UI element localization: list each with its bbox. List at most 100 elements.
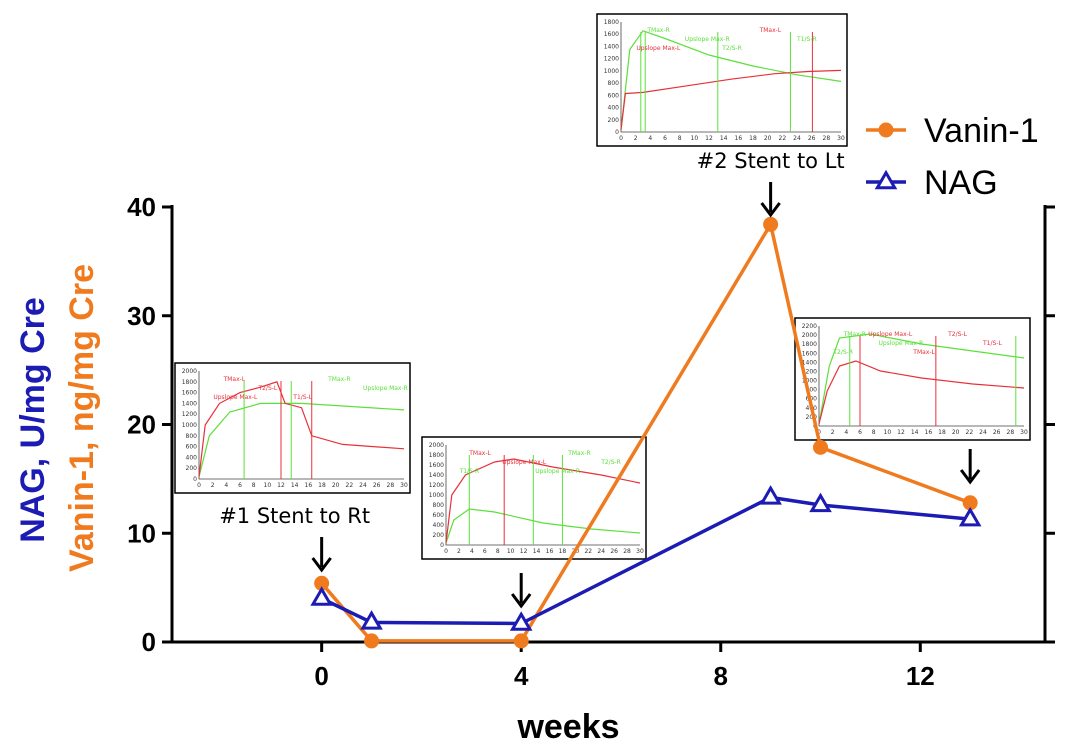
inset-marker-label: TMax-R xyxy=(646,27,669,34)
inset-y-tick: 400 xyxy=(433,522,445,529)
inset-x-tick: 12 xyxy=(520,548,528,555)
inset-x-tick: 30 xyxy=(636,548,644,555)
data-point xyxy=(310,586,333,606)
inset-y-tick: 1600 xyxy=(429,462,444,469)
inset-x-tick: 4 xyxy=(648,135,652,142)
inset-y-tick: 1600 xyxy=(182,390,197,397)
inset-x-tick: 8 xyxy=(496,548,500,555)
inset-y-tick: 2000 xyxy=(182,368,197,375)
inset-marker-label: T1/S-R xyxy=(459,468,480,475)
inset-x-tick: 10 xyxy=(884,429,892,436)
legend-item-1: Vanin-1 xyxy=(866,112,1039,150)
inset-x-tick: 2 xyxy=(831,429,835,436)
inset-x-tick: 8 xyxy=(678,135,682,142)
inset-x-tick: 12 xyxy=(277,482,285,489)
inset-x-tick: 24 xyxy=(793,135,801,142)
inset-marker-label: T1/S-R xyxy=(796,36,817,43)
inset-y-tick: 1600 xyxy=(604,31,619,38)
legend-marker xyxy=(874,169,898,190)
inset-x-tick: 18 xyxy=(749,135,757,142)
inset-x-tick: 26 xyxy=(610,548,618,555)
inset-x-tick: 28 xyxy=(823,135,831,142)
inset-x-tick: 16 xyxy=(305,482,313,489)
inset-x-tick: 18 xyxy=(318,482,326,489)
inset-x-tick: 30 xyxy=(837,135,845,142)
inset-4: 0200400600800100012001400160018002000220… xyxy=(794,317,1031,441)
inset-y-tick: 800 xyxy=(608,80,620,87)
annotation-2 xyxy=(511,573,532,609)
inset-x-tick: 6 xyxy=(663,135,667,142)
legend-label: Vanin-1 xyxy=(924,112,1039,150)
data-point xyxy=(314,575,330,591)
inset-x-tick: 24 xyxy=(597,548,605,555)
inset-x-tick: 30 xyxy=(400,482,408,489)
inset-marker-label: Upslope Max-R xyxy=(685,36,730,43)
inset-x-tick: 14 xyxy=(911,429,919,436)
annotation-4 xyxy=(959,449,981,485)
inset-x-tick: 30 xyxy=(1020,429,1028,436)
inset-y-tick: 1000 xyxy=(429,492,444,499)
inset-curve-green xyxy=(818,333,1025,425)
inset-x-tick: 26 xyxy=(373,482,381,489)
inset-frame xyxy=(421,436,647,560)
inset-marker-label: TMax-L xyxy=(468,450,491,457)
y-tick-label: 40 xyxy=(127,192,156,222)
inset-axes xyxy=(445,445,640,546)
series-line xyxy=(320,222,971,643)
inset-x-tick: 10 xyxy=(507,548,515,555)
inset-marker-label: TMax-L xyxy=(223,376,246,383)
inset-y-tick: 1200 xyxy=(429,482,444,489)
arrow-head xyxy=(311,557,332,573)
inset-marker-label: Upslope Max-L xyxy=(213,394,258,401)
arrow-head xyxy=(511,593,532,609)
inset-x-tick: 16 xyxy=(546,548,554,555)
inset-y-tick: 1400 xyxy=(802,359,817,366)
inset-x-tick: 20 xyxy=(332,482,340,489)
inset-y-tick: 1800 xyxy=(802,341,817,348)
inset-marker-label: T2/S-R xyxy=(721,45,742,52)
inset-marker-label: Upslope Max-L xyxy=(502,459,547,466)
inset-marker-label: Upslope Max-L xyxy=(868,331,913,338)
series-line xyxy=(320,495,971,626)
x-axis-title: weeks xyxy=(516,708,619,746)
inset-x-tick: 2 xyxy=(634,135,638,142)
inset-marker-label: Upslope Max-R xyxy=(535,468,580,475)
data-point xyxy=(513,633,529,649)
inset-y-tick: 800 xyxy=(806,387,818,394)
inset-y-tick: 1800 xyxy=(182,379,197,386)
inset-x-tick: 16 xyxy=(925,429,933,436)
inset-y-tick: 400 xyxy=(186,454,198,461)
inset-frame xyxy=(794,317,1031,441)
data-point xyxy=(509,611,533,631)
inset-x-tick: 0 xyxy=(817,429,821,436)
data-point xyxy=(364,633,380,649)
inset-x-tick: 18 xyxy=(938,429,946,436)
x-tick-label: 4 xyxy=(514,661,529,691)
inset-x-tick: 6 xyxy=(483,548,487,555)
data-point xyxy=(763,216,779,232)
inset-x-tick: 16 xyxy=(735,135,743,142)
inset-x-tick: 28 xyxy=(387,482,395,489)
inset-curve-red xyxy=(198,381,405,477)
inset-curve-red xyxy=(818,360,1025,425)
inset-y-tick: 800 xyxy=(433,502,445,509)
inset-y-tick: 1200 xyxy=(182,411,197,418)
inset-x-tick: 20 xyxy=(764,135,772,142)
inset-y-tick: 1400 xyxy=(429,472,444,479)
inset-y-tick: 1000 xyxy=(604,68,619,75)
inset-curve-green xyxy=(620,30,842,130)
inset-marker-label: T1/S-L xyxy=(292,394,312,401)
inset-y-tick: 600 xyxy=(433,512,445,519)
data-point xyxy=(958,506,982,527)
inset-x-tick: 4 xyxy=(224,482,228,489)
arrow-head xyxy=(760,202,781,218)
inset-frame xyxy=(174,362,411,494)
legend-item-2: NAG xyxy=(866,164,998,202)
inset-x-tick: 22 xyxy=(779,135,787,142)
inset-x-tick: 22 xyxy=(584,548,592,555)
x-tick-label: 0 xyxy=(314,661,328,691)
inset-x-tick: 4 xyxy=(470,548,474,555)
inset-x-tick: 14 xyxy=(533,548,541,555)
